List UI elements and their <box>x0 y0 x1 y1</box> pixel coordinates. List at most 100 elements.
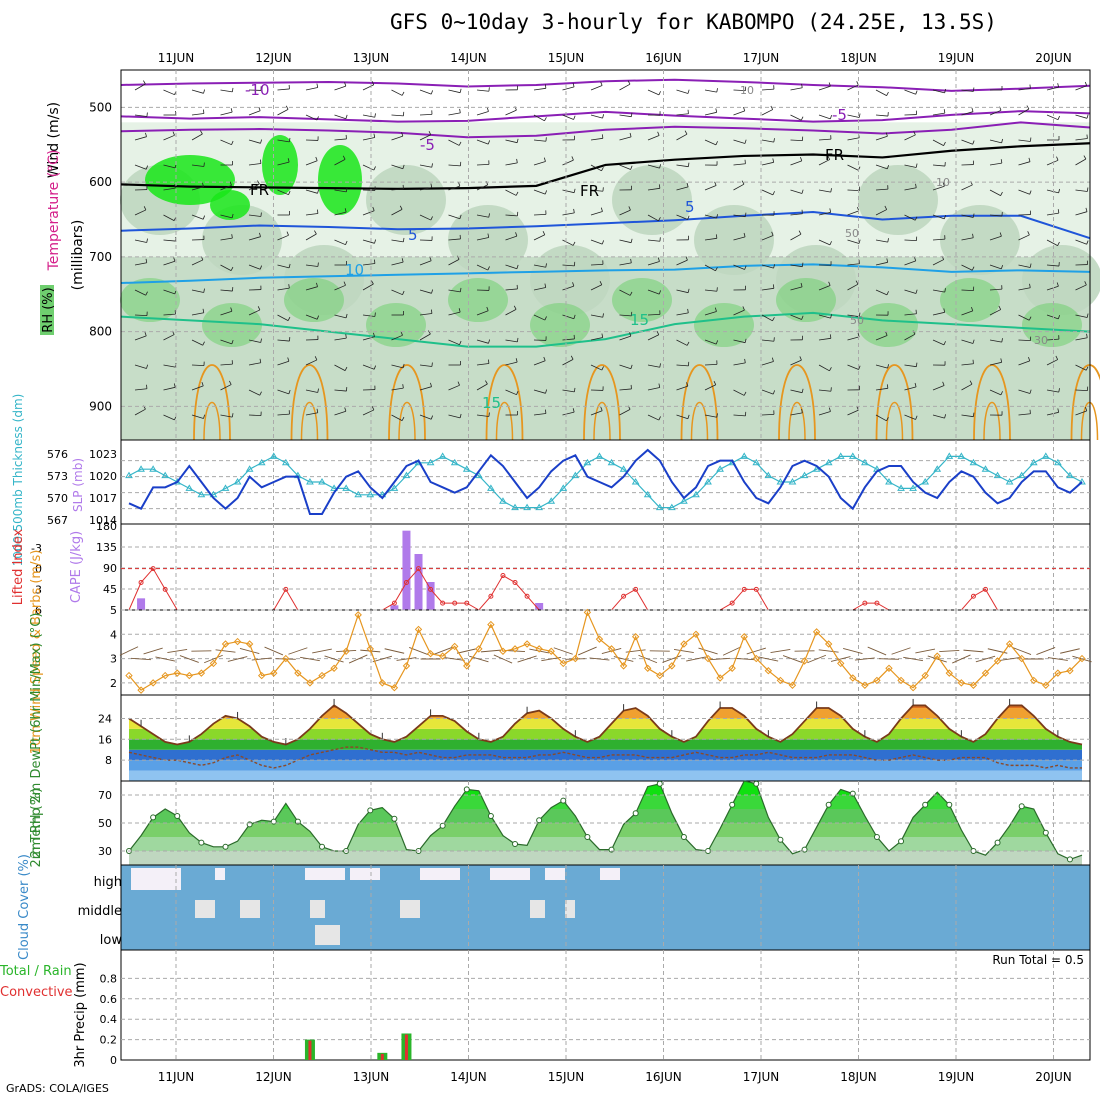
rh2m-marker <box>319 843 326 850</box>
upper-wind-barb <box>676 414 689 420</box>
lifted-index-marker <box>633 586 639 592</box>
wind-axis-label: Wind (m/s) <box>46 102 62 178</box>
surface-wind-barb <box>578 646 597 656</box>
contour-label: FR <box>250 181 269 199</box>
wind-speed-marker <box>776 676 785 685</box>
isotherm-t5 <box>120 211 1091 240</box>
upper-wind-barb <box>818 239 831 246</box>
rh2m-marker <box>584 834 591 840</box>
cloud-clear-high <box>490 868 530 880</box>
temperature-line <box>128 704 1083 746</box>
upper-wind-barb <box>961 383 973 391</box>
thickness-marker <box>535 503 544 511</box>
day-label-top: 14JUN <box>450 51 487 65</box>
upper-wind-barb-tick <box>743 107 746 112</box>
upper-wind-barb <box>391 114 404 117</box>
upper-wind-barb-tick <box>316 315 320 320</box>
upper-wind-barb <box>419 414 432 420</box>
upper-wind-barb <box>1075 389 1088 392</box>
upper-wind-barb <box>761 189 774 196</box>
upper-wind-barb-tick <box>658 416 661 421</box>
upper-wind-barb <box>391 334 403 341</box>
upper-wind-barb <box>220 264 232 271</box>
upper-wind-barb-tick <box>885 331 888 336</box>
upper-wind-barb-tick <box>373 133 376 138</box>
upper-wind-barb-tick <box>715 141 718 146</box>
wind-speed-marker <box>270 669 278 677</box>
wind-speed-marker <box>426 650 435 658</box>
cape-bar <box>402 530 411 610</box>
upper-wind-barb <box>619 164 631 170</box>
wind-speed-marker <box>837 659 845 668</box>
rh2m-marker <box>680 834 687 840</box>
upper-wind-barb-tick <box>573 208 575 213</box>
upper-wind-barb <box>1018 139 1031 142</box>
upper-wind-barb <box>790 412 803 416</box>
upper-wind-barb <box>277 389 289 395</box>
upper-wind-barb <box>790 160 802 166</box>
upper-wind-barb-tick <box>458 141 462 146</box>
upper-wind-barb <box>647 334 659 341</box>
thickness-marker <box>981 465 990 472</box>
upper-wind-barb-tick <box>374 113 376 118</box>
surface-wind-barb <box>952 654 971 664</box>
upper-wind-barb-tick <box>260 338 262 343</box>
upper-wind-barb-tick <box>599 280 603 285</box>
lifted-index-marker <box>729 600 735 606</box>
upper-wind-barb-tick <box>345 114 348 119</box>
upper-wind-barb <box>676 133 688 141</box>
upper-wind-barb <box>989 339 1002 343</box>
surface-wind-barb <box>915 648 936 654</box>
upper-wind-barb <box>476 214 489 218</box>
wind-tick-label: 3 <box>110 653 117 666</box>
upper-wind-barb-tick <box>686 182 689 187</box>
thickness-tick-label: 570 <box>47 492 68 505</box>
upper-wind-barb <box>163 260 176 266</box>
upper-wind-barb-tick <box>914 382 917 387</box>
upper-wind-barb <box>1046 239 1058 246</box>
upper-wind-barb-tick <box>1028 357 1031 362</box>
rh-axis-label: RH (%) <box>41 287 56 332</box>
contour-label: FR <box>580 182 599 200</box>
isotherm-neg5a <box>120 110 1091 123</box>
upper-wind-barb-tick <box>515 191 519 196</box>
wind-speed-marker <box>414 625 423 634</box>
temperature-axis-label: Temperature (°C) <box>46 150 62 272</box>
contour-label: 50 <box>850 314 864 327</box>
upper-wind-barb <box>590 211 603 216</box>
upper-wind-barb <box>1075 239 1087 245</box>
rh2m-marker <box>898 838 905 845</box>
surface-wind-barb <box>396 657 417 661</box>
upper-wind-barb <box>448 139 460 146</box>
thickness-marker <box>716 465 724 472</box>
upper-wind-barb <box>704 237 717 241</box>
upper-wind-barb <box>562 285 574 291</box>
upper-wind-barb-tick <box>430 183 433 188</box>
thickness-marker <box>752 458 761 466</box>
upper-wind-barb-tick <box>630 112 633 117</box>
upper-wind-barb <box>277 339 290 342</box>
upper-wind-barb <box>533 161 546 166</box>
upper-wind-barb-tick <box>516 158 518 163</box>
upper-wind-barb <box>761 413 775 416</box>
upper-wind-barb <box>277 314 289 321</box>
upper-wind-barb-tick <box>288 389 291 395</box>
upper-wind-barb <box>847 137 860 141</box>
wind-speed-marker <box>330 664 338 672</box>
surface-wind-barb <box>167 648 188 654</box>
upper-wind-barb <box>733 264 745 270</box>
upper-wind-barb <box>761 339 774 342</box>
thickness-marker <box>1066 471 1074 479</box>
cloud-clear-middle <box>195 900 215 918</box>
upper-wind-barb <box>191 259 204 266</box>
upper-wind-barb <box>476 139 489 145</box>
upper-wind-barb-tick <box>714 307 717 312</box>
upper-wind-barb <box>847 314 860 318</box>
upper-wind-barb-tick <box>1086 313 1089 318</box>
rh2m-marker <box>512 841 519 847</box>
upper-wind-barb-tick <box>1001 138 1003 143</box>
upper-wind-barb-tick <box>801 408 803 413</box>
upper-wind-barb <box>533 287 546 291</box>
upper-wind-barb-tick <box>202 182 204 187</box>
upper-wind-barb <box>619 314 632 317</box>
